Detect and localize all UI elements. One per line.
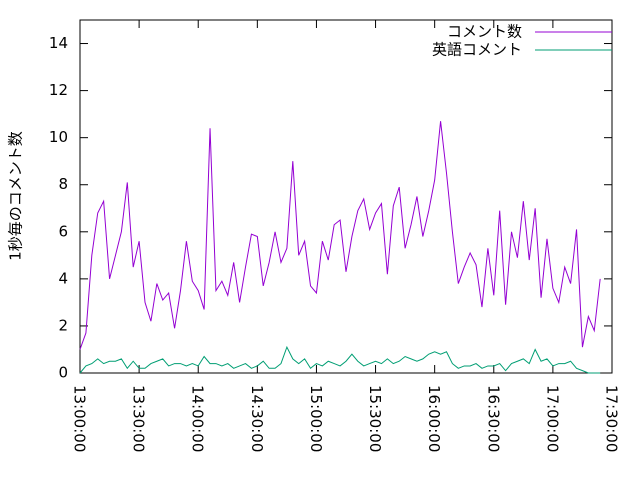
y-tick-label: 0 [58, 364, 68, 382]
x-tick-label: 13:30:00 [130, 385, 148, 452]
x-tick-label: 14:30:00 [248, 385, 266, 452]
x-tick-label: 16:30:00 [484, 385, 502, 452]
y-tick-label: 4 [58, 269, 68, 287]
y-tick-label: 10 [49, 128, 68, 146]
y-axis-label: 1秒毎のコメント数 [7, 131, 25, 261]
y-tick-label: 6 [58, 222, 68, 240]
x-tick-label: 15:00:00 [307, 385, 325, 452]
y-tick-label: 2 [58, 316, 68, 334]
plot-frame [79, 19, 613, 374]
series-line [79, 121, 601, 350]
x-tick-label: 17:00:00 [543, 385, 561, 452]
x-tick-label: 16:00:00 [425, 385, 443, 452]
x-tick-label: 13:00:00 [71, 385, 89, 452]
x-tick-label: 15:30:00 [366, 385, 384, 452]
y-tick-label: 12 [49, 81, 68, 99]
x-tick-label: 14:00:00 [189, 385, 207, 452]
x-tick-label: 17:30:00 [603, 385, 621, 452]
y-tick-label: 8 [58, 175, 68, 193]
y-tick-label: 14 [49, 34, 68, 52]
series-line [79, 345, 601, 374]
legend-label: コメント数 [447, 23, 522, 41]
legend-label: 英語コメント [432, 41, 522, 59]
